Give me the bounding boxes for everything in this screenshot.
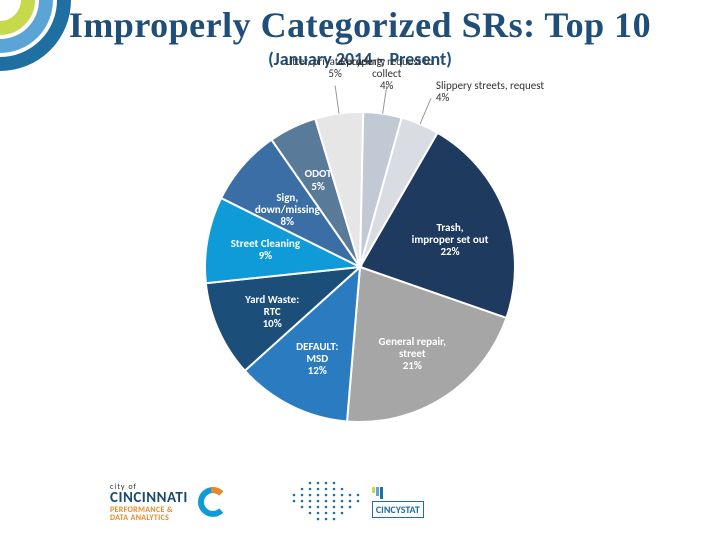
cincinnati-logo: city of CINCINNATI PERFORMANCE & DATA AN…: [110, 483, 228, 522]
stat-bars-icon: [372, 487, 424, 499]
cincystat-map-icon: [288, 479, 368, 525]
slide-subtitle: (January 2014 – Present): [0, 48, 720, 70]
logo-name-text: CINCINNATI: [110, 491, 188, 506]
slide: Improperly Categorized SRs: Top 10 (Janu…: [0, 0, 720, 540]
slide-title: Improperly Categorized SRs: Top 10: [0, 4, 720, 46]
logo-sub2-text: DATA ANALYTICS: [110, 514, 188, 522]
stat-name-text: CINCYSTAT: [372, 501, 424, 518]
logo-c-icon: [194, 485, 228, 519]
footer-logos: city of CINCINNATI PERFORMANCE & DATA AN…: [110, 472, 610, 532]
pie-chart: Trash,improper set out22%General repair,…: [120, 72, 600, 472]
cincystat-logo: CINCYSTAT: [288, 479, 424, 525]
